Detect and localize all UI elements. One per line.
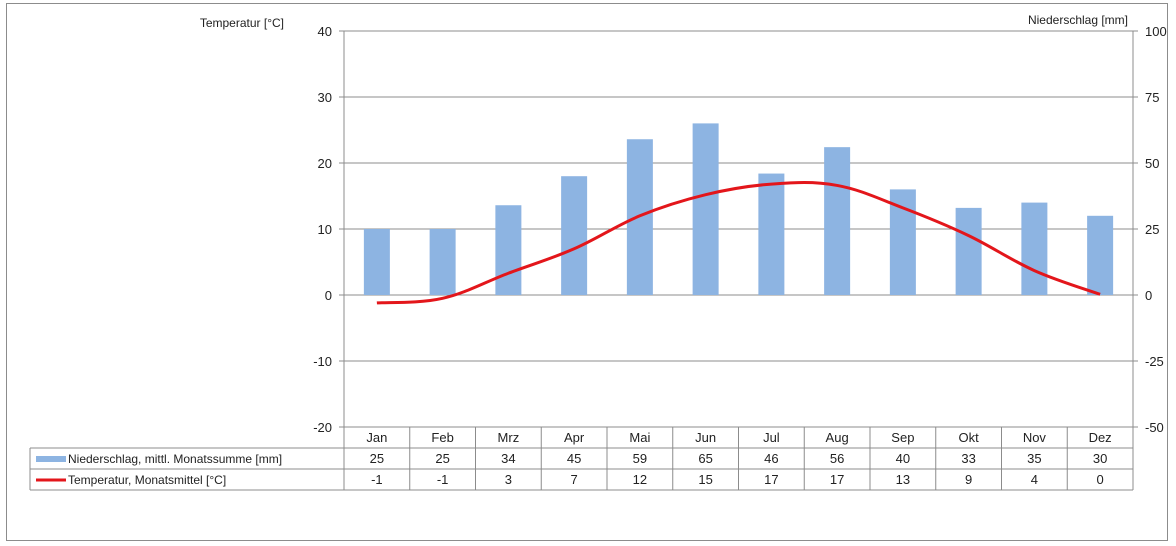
- precip-bar: [363, 229, 390, 295]
- table-cell-temperature: -1: [371, 472, 383, 487]
- table-cell-temperature: 4: [1031, 472, 1038, 487]
- category-label: Okt: [959, 430, 980, 445]
- legend-label-precip: Niederschlag, mittl. Monatssumme [mm]: [68, 452, 282, 466]
- category-label: Nov: [1023, 430, 1047, 445]
- precip-bar: [1087, 215, 1114, 295]
- table-cell-temperature: 13: [896, 472, 910, 487]
- right-tick-label: -25: [1145, 354, 1164, 369]
- table-cell-precip: 40: [896, 451, 910, 466]
- table-cell-temperature: 17: [764, 472, 778, 487]
- category-label: Apr: [564, 430, 585, 445]
- left-tick-label: 40: [318, 24, 332, 39]
- precip-bar: [955, 207, 982, 295]
- category-label: Mai: [629, 430, 650, 445]
- table-cell-precip: 56: [830, 451, 844, 466]
- right-tick-label: 25: [1145, 222, 1159, 237]
- right-tick-label: 50: [1145, 156, 1159, 171]
- table-cell-precip: 45: [567, 451, 581, 466]
- table-cell-precip: 25: [370, 451, 384, 466]
- table-cell-precip: 35: [1027, 451, 1041, 466]
- precip-bar: [692, 123, 719, 296]
- right-axis-title: Niederschlag [mm]: [1028, 13, 1128, 27]
- table-cell-temperature: 3: [505, 472, 512, 487]
- table-cell-temperature: 9: [965, 472, 972, 487]
- category-label: Sep: [891, 430, 914, 445]
- left-tick-label: 20: [318, 156, 332, 171]
- table-cell-precip: 46: [764, 451, 778, 466]
- table-cell-precip: 25: [435, 451, 449, 466]
- table-cell-temperature: 12: [633, 472, 647, 487]
- category-label: Jun: [695, 430, 716, 445]
- right-tick-label: -50: [1145, 420, 1164, 435]
- table-cell-precip: 30: [1093, 451, 1107, 466]
- precip-bar: [824, 147, 851, 295]
- left-tick-label: -10: [313, 354, 332, 369]
- left-axis-title: Temperatur [°C]: [200, 16, 284, 30]
- table-cell-temperature: -1: [437, 472, 449, 487]
- table-cell-precip: 34: [501, 451, 515, 466]
- category-label: Aug: [826, 430, 849, 445]
- precip-bar: [1021, 202, 1048, 295]
- table-cell-temperature: 17: [830, 472, 844, 487]
- category-label: Mrz: [498, 430, 520, 445]
- left-tick-label: 10: [318, 222, 332, 237]
- table-cell-precip: 33: [961, 451, 975, 466]
- precip-bar: [561, 176, 588, 295]
- table-cell-temperature: 7: [571, 472, 578, 487]
- table-cell-temperature: 0: [1097, 472, 1104, 487]
- temperature-line: [376, 181, 1101, 305]
- right-tick-label: 100: [1145, 24, 1167, 39]
- left-tick-label: -20: [313, 420, 332, 435]
- table-cell-precip: 59: [633, 451, 647, 466]
- legend-label-temperature: Temperatur, Monatsmittel [°C]: [68, 473, 226, 487]
- category-label: Jan: [366, 430, 387, 445]
- category-label: Feb: [431, 430, 453, 445]
- legend-key-precip: [36, 456, 66, 462]
- precip-bar: [758, 173, 785, 295]
- left-tick-label: 30: [318, 90, 332, 105]
- chart-frame: [6, 3, 1168, 541]
- table-cell-precip: 65: [698, 451, 712, 466]
- category-label: Dez: [1089, 430, 1112, 445]
- right-tick-label: 0: [1145, 288, 1152, 303]
- table-cell-temperature: 15: [698, 472, 712, 487]
- precip-bar: [429, 229, 456, 295]
- left-tick-label: 0: [325, 288, 332, 303]
- category-label: Jul: [763, 430, 780, 445]
- precip-bar: [495, 205, 522, 295]
- right-tick-label: 75: [1145, 90, 1159, 105]
